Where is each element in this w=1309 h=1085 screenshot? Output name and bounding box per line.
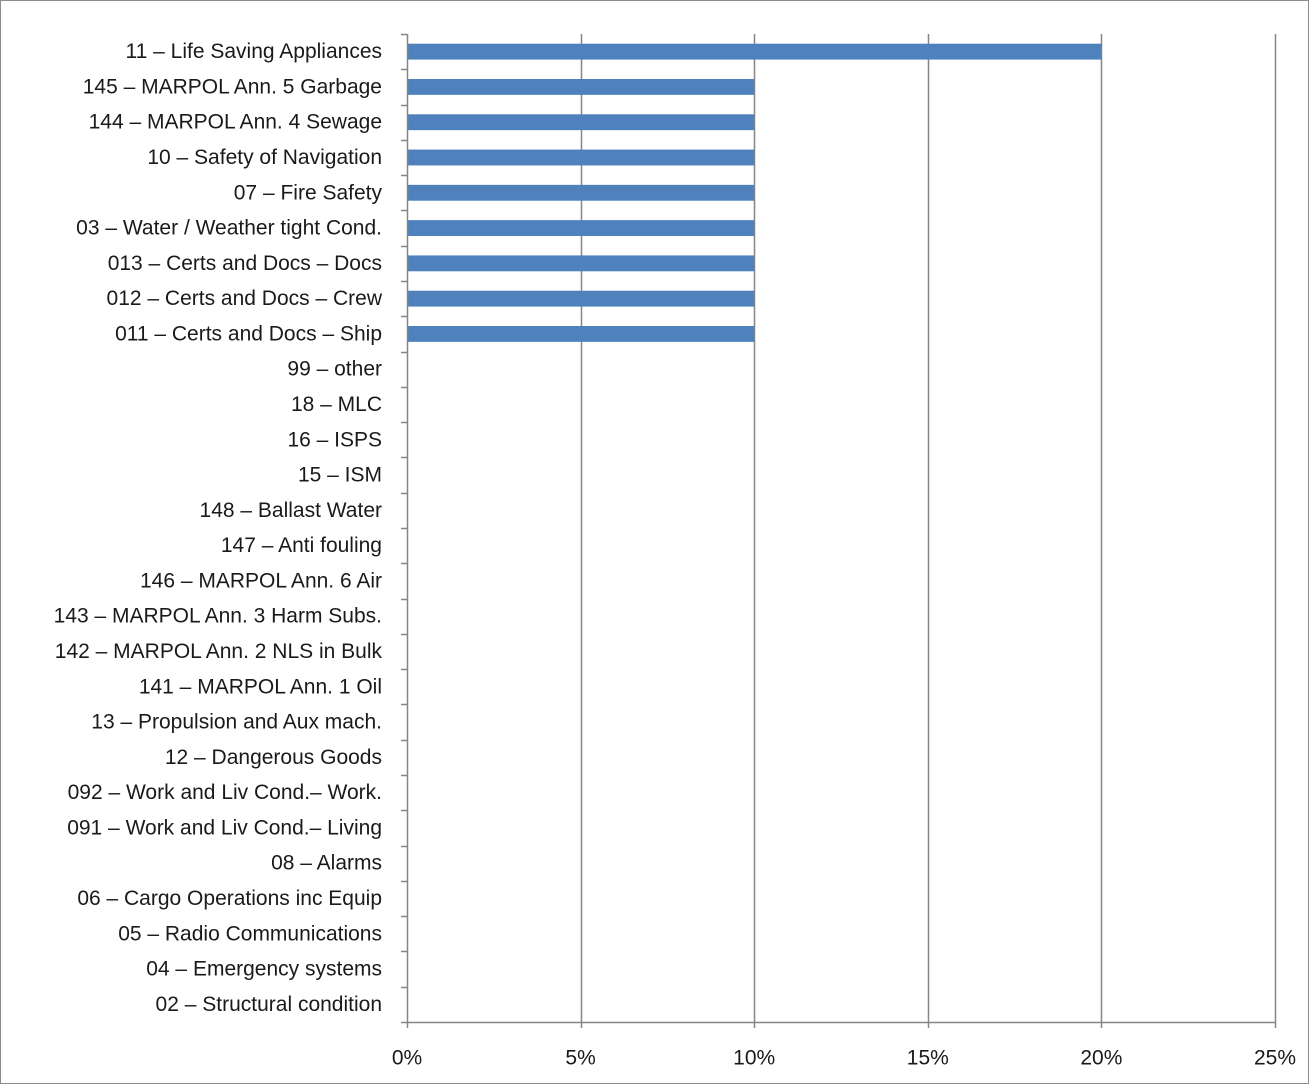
category-label: 05 – Radio Communications [118,922,382,945]
category-label: 03 – Water / Weather tight Cond. [76,217,382,240]
category-label: 13 – Propulsion and Aux mach. [91,711,382,734]
category-label: 11 – Life Saving Appliances [126,40,382,63]
category-label: 146 – MARPOL Ann. 6 Air [140,569,382,592]
category-label: 011 – Certs and Docs – Ship [115,322,382,345]
bar [408,220,755,237]
x-tick-labels: 0% 5% 10% 15% 20% 25% [392,1047,1296,1070]
category-label: 15 – ISM [298,464,382,487]
category-labels: 11 – Life Saving Appliances 145 – MARPOL … [54,40,383,1016]
category-label: 18 – MLC [291,393,382,416]
bar [408,114,755,131]
bar [408,78,755,95]
category-label: 147 – Anti fouling [221,534,382,557]
category-label: 07 – Fire Safety [234,181,383,204]
x-tick-label: 15% [907,1047,949,1070]
category-label: 06 – Cargo Operations inc Equip [77,887,382,910]
bar [408,325,755,342]
category-label: 08 – Alarms [271,852,382,875]
category-label: 12 – Dangerous Goods [165,746,382,769]
category-label: 141 – MARPOL Ann. 1 Oil [139,675,382,698]
x-tick-label: 10% [733,1047,775,1070]
category-label: 091 – Work and Liv Cond.– Living [67,816,382,839]
axes [401,33,1277,1028]
category-label: 148 – Ballast Water [200,499,382,522]
category-label: 012 – Certs and Docs – Crew [107,287,383,310]
bar [408,290,755,307]
category-label: 143 – MARPOL Ann. 3 Harm Subs. [54,605,382,628]
category-label: 145 – MARPOL Ann. 5 Garbage [83,75,382,98]
category-label: 02 – Structural condition [156,993,382,1016]
x-tick-label: 5% [565,1047,595,1070]
bar [408,149,755,166]
category-label: 16 – ISPS [287,428,382,451]
x-tick-label: 25% [1254,1047,1296,1070]
category-label: 013 – Certs and Docs – Docs [108,252,382,275]
category-label: 142 – MARPOL Ann. 2 NLS in Bulk [55,640,383,663]
x-tick-label: 0% [392,1047,422,1070]
bar [408,184,755,201]
gridlines [580,34,1277,1022]
x-tick-label: 20% [1080,1047,1122,1070]
category-label: 99 – other [287,358,382,381]
category-label: 10 – Safety of Navigation [147,146,382,169]
category-label: 092 – Work and Liv Cond.– Work. [68,781,382,804]
category-label: 144 – MARPOL Ann. 4 Sewage [89,111,382,134]
category-label: 04 – Emergency systems [146,958,382,981]
bars [408,43,1102,342]
bar [408,43,1102,60]
bar [408,255,755,272]
